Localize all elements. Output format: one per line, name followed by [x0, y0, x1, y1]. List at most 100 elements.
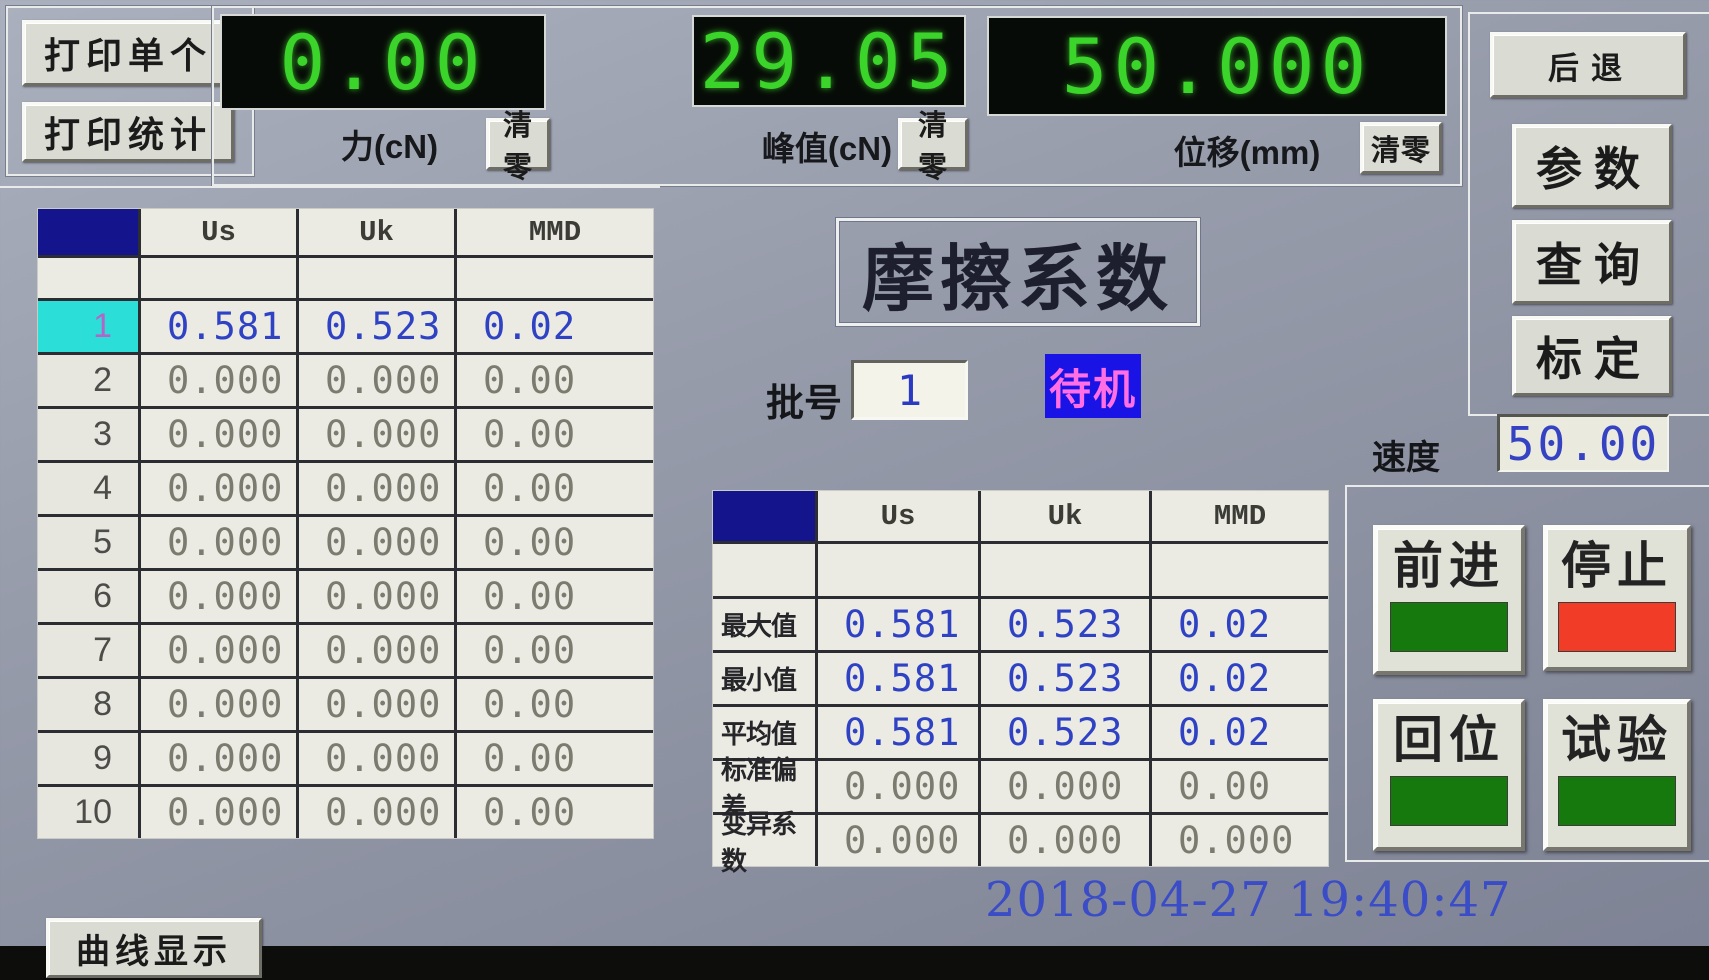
result-mmd: 0.00 — [457, 679, 653, 730]
datetime: 2018-04-27 19:40:47 — [985, 872, 1512, 928]
display-panel: 0.00 力(cN) 清零 29.05 峰值(cN) 清零 50.000 位移(… — [212, 6, 1462, 186]
result-uk: 0.000 — [299, 733, 454, 784]
result-uk: 0.000 — [299, 409, 454, 460]
result-uk: 0.000 — [299, 571, 454, 622]
stat-mmd: 0.02 — [1152, 599, 1328, 650]
stop-button[interactable]: 停止 — [1543, 525, 1691, 671]
row-number[interactable]: 6 — [38, 571, 138, 622]
row-number[interactable]: 4 — [38, 463, 138, 514]
row-number[interactable]: 10 — [38, 787, 138, 838]
batch-label: 批号 — [766, 383, 843, 425]
row-number[interactable]: 9 — [38, 733, 138, 784]
test-button-label: 试验 — [1561, 712, 1673, 768]
result-uk: 0.000 — [299, 787, 454, 838]
test-indicator — [1558, 775, 1676, 826]
stop-indicator — [1558, 601, 1676, 652]
print-single-button[interactable]: 打印单个 — [22, 20, 234, 86]
row-number[interactable]: 8 — [38, 679, 138, 730]
results-empty-cell — [457, 258, 653, 298]
home-button-label: 回位 — [1393, 712, 1505, 768]
stat-row-label: 最大值 — [713, 599, 815, 650]
stats-empty-cell — [1152, 544, 1328, 596]
calibrate-button[interactable]: 标定 — [1512, 316, 1672, 396]
row-number[interactable]: 1 — [38, 301, 138, 352]
stat-uk: 0.000 — [981, 815, 1149, 866]
result-uk: 0.000 — [299, 355, 454, 406]
stat-mmd: 0.00 — [1152, 761, 1328, 812]
row-number[interactable]: 7 — [38, 625, 138, 676]
results-empty-cell — [38, 258, 138, 298]
stat-uk: 0.000 — [981, 761, 1149, 812]
stat-mmd: 0.02 — [1152, 653, 1328, 704]
print-panel: 打印单个 打印统计 — [6, 6, 254, 176]
stats-header-mmd: MMD — [1152, 491, 1328, 541]
stat-us: 0.000 — [818, 815, 978, 866]
results-empty-cell — [299, 258, 454, 298]
clear-peak-button[interactable]: 清零 — [898, 110, 968, 184]
stats-empty-cell — [981, 544, 1149, 596]
control-panel: 前进 停止 回位 试验 — [1345, 485, 1709, 862]
result-mmd: 0.00 — [457, 355, 653, 406]
params-button[interactable]: 参数 — [1512, 124, 1672, 208]
stat-row-label: 变异系数 — [713, 809, 815, 876]
stat-row-label: 最小值 — [713, 653, 815, 704]
stop-button-label: 停止 — [1561, 538, 1673, 594]
clear-force-button[interactable]: 清零 — [486, 110, 550, 184]
clear-displacement-button[interactable]: 清零 — [1360, 122, 1442, 174]
result-mmd: 0.00 — [457, 571, 653, 622]
result-mmd: 0.00 — [457, 787, 653, 838]
stat-uk: 0.523 — [981, 599, 1149, 650]
result-uk: 0.000 — [299, 517, 454, 568]
home-button[interactable]: 回位 — [1373, 699, 1525, 851]
results-table: Us Uk MMD 1 0.581 0.523 0.02 2 0.000 0.000 0.00 3 0.… — [37, 208, 654, 839]
stat-row-label: 平均值 — [713, 707, 815, 758]
back-button[interactable]: 后退 — [1490, 32, 1686, 98]
row-number[interactable]: 5 — [38, 517, 138, 568]
results-header-mmd: MMD — [457, 209, 653, 255]
stats-table: Us Uk MMD 最大值 0.581 0.523 0.02 最小值 0.581 0.523 0.0… — [712, 490, 1329, 876]
result-us: 0.000 — [141, 517, 296, 568]
stat-us: 0.000 — [818, 761, 978, 812]
peak-display: 29.05 — [692, 15, 966, 107]
row-number[interactable]: 3 — [38, 409, 138, 460]
result-mmd: 0.00 — [457, 625, 653, 676]
nav-panel: 后退 参数 查询 标定 — [1468, 12, 1709, 416]
results-header-uk: Uk — [299, 209, 454, 255]
curve-display-button[interactable]: 曲线显示 — [46, 918, 262, 978]
force-label: 力(cN) — [340, 128, 439, 165]
stats-header-uk: Uk — [981, 491, 1149, 541]
bottom-bezel — [0, 946, 1709, 980]
result-us: 0.000 — [141, 571, 296, 622]
query-button[interactable]: 查询 — [1512, 220, 1672, 304]
result-uk: 0.000 — [299, 679, 454, 730]
result-mmd: 0.00 — [457, 463, 653, 514]
top-separator-line — [0, 186, 660, 188]
results-empty-cell — [141, 258, 296, 298]
result-us: 0.000 — [141, 625, 296, 676]
row-number[interactable]: 2 — [38, 355, 138, 406]
stats-header-us: Us — [818, 491, 978, 541]
result-us: 0.000 — [141, 409, 296, 460]
stat-mmd: 0.000 — [1152, 815, 1328, 866]
stat-us: 0.581 — [818, 707, 978, 758]
result-mmd: 0.00 — [457, 733, 653, 784]
results-header-corner — [38, 209, 138, 255]
peak-label: 峰值(cN) — [761, 130, 893, 167]
speed-value[interactable]: 50.00 — [1497, 414, 1669, 472]
speed-label: 速度 — [1372, 439, 1440, 477]
test-button[interactable]: 试验 — [1543, 699, 1691, 851]
result-us: 0.581 — [141, 301, 296, 352]
stat-mmd: 0.02 — [1152, 707, 1328, 758]
result-us: 0.000 — [141, 787, 296, 838]
result-us: 0.000 — [141, 355, 296, 406]
displacement-label: 位移(mm) — [1173, 134, 1321, 171]
batch-input[interactable]: 1 — [851, 360, 968, 420]
forward-button[interactable]: 前进 — [1373, 525, 1525, 675]
print-stats-button[interactable]: 打印统计 — [22, 102, 234, 162]
forward-button-label: 前进 — [1393, 538, 1505, 594]
result-uk: 0.000 — [299, 463, 454, 514]
results-header-us: Us — [141, 209, 296, 255]
result-mmd: 0.00 — [457, 517, 653, 568]
stats-empty-cell — [818, 544, 978, 596]
stats-empty-cell — [713, 544, 815, 596]
